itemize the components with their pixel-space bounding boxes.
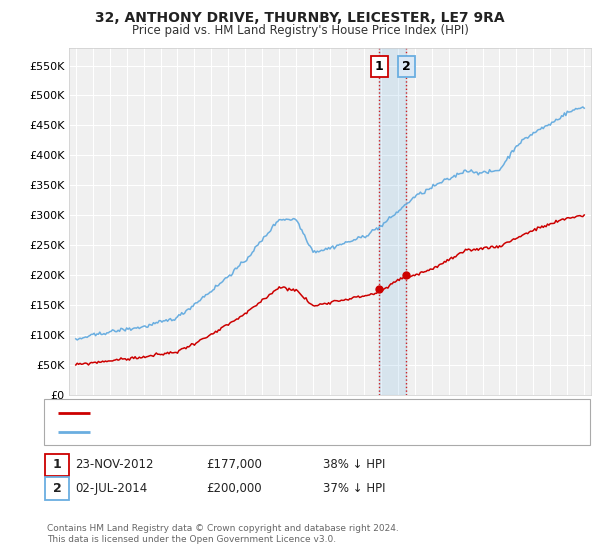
Text: 2: 2 (53, 482, 61, 495)
Text: 37% ↓ HPI: 37% ↓ HPI (323, 482, 385, 495)
Text: 1: 1 (375, 60, 383, 73)
Text: 1: 1 (53, 458, 61, 472)
Text: £200,000: £200,000 (206, 482, 262, 495)
Text: Contains HM Land Registry data © Crown copyright and database right 2024.: Contains HM Land Registry data © Crown c… (47, 524, 398, 533)
Bar (379, 48, 406, 395)
Text: £177,000: £177,000 (206, 458, 262, 472)
Text: HPI: Average price, detached house, Harborough: HPI: Average price, detached house, Harb… (97, 427, 365, 436)
Text: 2: 2 (402, 60, 410, 73)
Text: 32, ANTHONY DRIVE, THURNBY, LEICESTER, LE7 9RA (detached house): 32, ANTHONY DRIVE, THURNBY, LEICESTER, L… (97, 408, 485, 418)
Text: 32, ANTHONY DRIVE, THURNBY, LEICESTER, LE7 9RA: 32, ANTHONY DRIVE, THURNBY, LEICESTER, L… (95, 11, 505, 25)
Text: Price paid vs. HM Land Registry's House Price Index (HPI): Price paid vs. HM Land Registry's House … (131, 24, 469, 36)
Text: 23-NOV-2012: 23-NOV-2012 (76, 458, 154, 472)
Text: This data is licensed under the Open Government Licence v3.0.: This data is licensed under the Open Gov… (47, 535, 336, 544)
Text: 38% ↓ HPI: 38% ↓ HPI (323, 458, 385, 472)
Text: 02-JUL-2014: 02-JUL-2014 (76, 482, 148, 495)
